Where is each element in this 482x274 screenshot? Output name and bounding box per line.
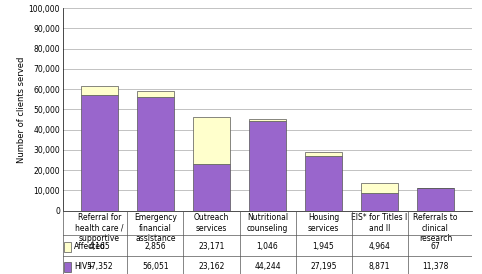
- Bar: [137, 92, 174, 97]
- Text: 1,945: 1,945: [313, 242, 335, 251]
- Text: 11,378: 11,378: [422, 262, 449, 271]
- Bar: [137, 97, 174, 211]
- Text: 2,856: 2,856: [145, 242, 166, 251]
- Text: 23,162: 23,162: [198, 262, 225, 271]
- Bar: [417, 188, 454, 211]
- Y-axis label: Number of clients served: Number of clients served: [16, 56, 26, 163]
- Bar: [81, 95, 118, 211]
- Text: 44,244: 44,244: [254, 262, 281, 271]
- Text: 23,171: 23,171: [198, 242, 225, 251]
- Bar: [362, 183, 398, 193]
- Text: Affected: Affected: [74, 242, 106, 251]
- Bar: [362, 193, 398, 211]
- Text: 4,165: 4,165: [89, 242, 110, 251]
- Bar: [193, 117, 230, 164]
- Text: 8,871: 8,871: [369, 262, 390, 271]
- Text: 27,195: 27,195: [310, 262, 337, 271]
- Bar: [305, 156, 342, 211]
- Text: 67: 67: [430, 242, 441, 251]
- Text: 57,352: 57,352: [86, 262, 113, 271]
- Text: 1,046: 1,046: [256, 242, 279, 251]
- Bar: [64, 242, 71, 252]
- Text: 4,964: 4,964: [369, 242, 390, 251]
- Bar: [81, 86, 118, 95]
- Text: HIV+: HIV+: [74, 262, 94, 271]
- Bar: [249, 121, 286, 211]
- Bar: [249, 119, 286, 121]
- Bar: [193, 164, 230, 211]
- Bar: [305, 152, 342, 156]
- Text: 56,051: 56,051: [142, 262, 169, 271]
- Bar: [64, 262, 71, 272]
